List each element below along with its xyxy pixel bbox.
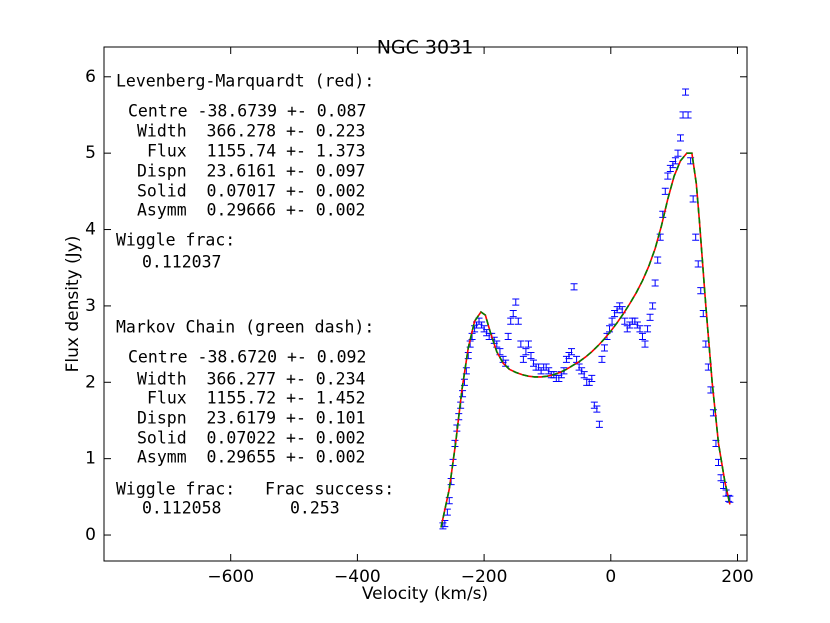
y-tick-label: 3: [85, 296, 96, 316]
annotation: Centre -38.6739 +- 0.087: [128, 102, 366, 121]
error-bar: [588, 374, 596, 383]
error-bar: [593, 405, 601, 413]
x-tick-label: −600: [207, 567, 254, 587]
error-bar: [692, 233, 700, 241]
error-bar: [509, 309, 517, 318]
y-tick-label: 4: [85, 220, 96, 240]
error-bar: [600, 344, 608, 352]
y-axis-label: Flux density (Jy): [63, 236, 83, 373]
y-tick-label: 0: [85, 525, 96, 545]
error-bar: [621, 317, 629, 325]
error-bar: [595, 420, 603, 428]
error-bar: [570, 283, 578, 291]
error-bar: [580, 371, 588, 379]
y-tick-label: 5: [85, 143, 96, 163]
error-bar: [638, 332, 646, 341]
error-bar: [651, 279, 659, 287]
annotation: Solid 0.07017 +- 0.002: [137, 182, 365, 201]
error-bar: [517, 340, 525, 348]
error-bar: [689, 195, 697, 203]
error-bar: [514, 317, 522, 325]
annotation: Wiggle frac:: [116, 231, 235, 250]
annotation: Wiggle frac:: [116, 480, 235, 499]
error-bar: [676, 134, 684, 142]
error-bar: [636, 325, 644, 333]
error-bar: [608, 317, 616, 325]
chart-title: NGC 3031: [377, 37, 474, 59]
annotation: Width 366.278 +- 0.223: [137, 122, 365, 141]
annotation: Flux 1155.74 +- 1.373: [147, 142, 366, 161]
annotation: Width 366.277 +- 0.234: [137, 370, 366, 389]
error-bar: [527, 351, 535, 360]
x-tick-label: −200: [461, 567, 508, 587]
error-bar: [661, 187, 669, 195]
annotation: Frac success:: [265, 480, 394, 499]
error-bar: [641, 340, 649, 348]
error-bar: [684, 111, 692, 119]
error-bar: [646, 313, 654, 321]
error-bar: [598, 355, 606, 363]
error-bar: [644, 325, 652, 333]
error-bar: [519, 355, 527, 363]
x-tick-label: 200: [721, 567, 753, 587]
annotation: 0.112037: [142, 253, 221, 272]
error-bar: [507, 317, 515, 325]
annotation: Asymm 0.29655 +- 0.002: [137, 448, 365, 467]
x-axis-label: Velocity (km/s): [362, 584, 488, 604]
annotation: Solid 0.07022 +- 0.002: [137, 429, 365, 448]
x-tick-label: −400: [334, 567, 381, 587]
annotation: Centre -38.6720 +- 0.092: [128, 348, 366, 367]
error-bar: [649, 302, 657, 310]
error-bar: [664, 172, 672, 180]
annotation: Flux 1155.72 +- 1.452: [147, 389, 366, 408]
model-curve: [440, 152, 731, 528]
error-bar: [504, 332, 512, 341]
annotation: 0.253: [290, 499, 340, 518]
x-tick-label: 0: [605, 567, 616, 587]
error-bar: [512, 298, 520, 306]
error-bar: [524, 340, 532, 348]
error-bar: [654, 256, 662, 264]
plot-frame: [103, 46, 748, 562]
error-bar: [682, 88, 690, 96]
error-bar: [568, 348, 576, 356]
y-tick-label: 6: [85, 67, 96, 87]
error-bar: [697, 287, 705, 295]
annotation: Markov Chain (green dash):: [116, 318, 374, 337]
annotation: 0.112058: [142, 499, 221, 518]
error-bar: [674, 149, 682, 157]
y-tick-label: 2: [85, 372, 96, 392]
annotation: Levenberg-Marquardt (red):: [116, 72, 374, 91]
annotation: Dispn 23.6179 +- 0.101: [137, 409, 365, 428]
annotation: Asymm 0.29666 +- 0.002: [137, 201, 365, 220]
error-bar: [522, 348, 530, 356]
error-bar: [694, 260, 702, 268]
y-tick-label: 1: [85, 449, 96, 469]
annotation: Dispn 23.6161 +- 0.097: [137, 162, 365, 181]
error-bar: [671, 157, 679, 165]
